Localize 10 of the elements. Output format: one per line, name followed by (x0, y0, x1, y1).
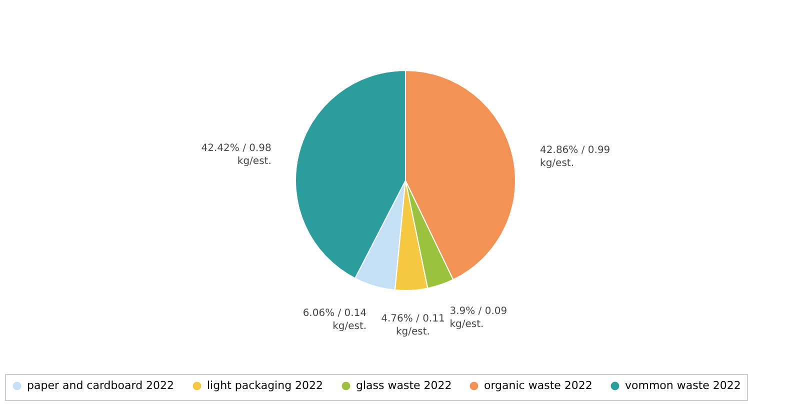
legend-label: vommon waste 2022 (625, 379, 741, 392)
legend-label: paper and cardboard 2022 (27, 379, 174, 392)
data-label: 42.86% / 0.99 kg/est. (540, 144, 610, 169)
data-label: 3.9% / 0.09 kg/est. (450, 306, 508, 330)
legend-label: organic waste 2022 (484, 379, 592, 392)
data-label: 6.06% / 0.14 kg/est. (302, 308, 367, 332)
legend-label: glass waste 2022 (356, 379, 452, 392)
data-label: 4.76% / 0.11 kg/est. (381, 313, 445, 338)
data-label: 42.42% / 0.98 kg/est. (201, 142, 272, 167)
legend-label: light packaging 2022 (207, 379, 324, 392)
